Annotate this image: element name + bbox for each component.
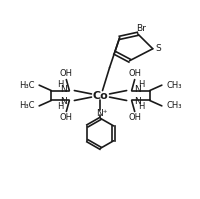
Text: H: H <box>138 101 144 111</box>
Text: H₃C: H₃C <box>19 101 34 110</box>
Text: N: N <box>133 85 140 94</box>
Text: Co: Co <box>92 91 108 100</box>
Text: N: N <box>133 97 140 106</box>
Text: H: H <box>57 101 63 111</box>
Text: N⁺: N⁺ <box>95 109 107 118</box>
Text: Br: Br <box>135 24 145 33</box>
Text: OH: OH <box>128 69 140 78</box>
Text: CH₃: CH₃ <box>166 101 181 110</box>
Text: H: H <box>57 80 63 90</box>
Text: H: H <box>138 80 144 90</box>
Text: OH: OH <box>60 69 72 78</box>
Text: OH: OH <box>60 113 72 122</box>
Text: N: N <box>60 97 67 106</box>
Text: N: N <box>60 85 67 94</box>
Text: OH: OH <box>128 113 140 122</box>
Text: S: S <box>154 44 160 53</box>
Text: H₃C: H₃C <box>19 81 34 90</box>
Text: CH₃: CH₃ <box>166 81 181 90</box>
